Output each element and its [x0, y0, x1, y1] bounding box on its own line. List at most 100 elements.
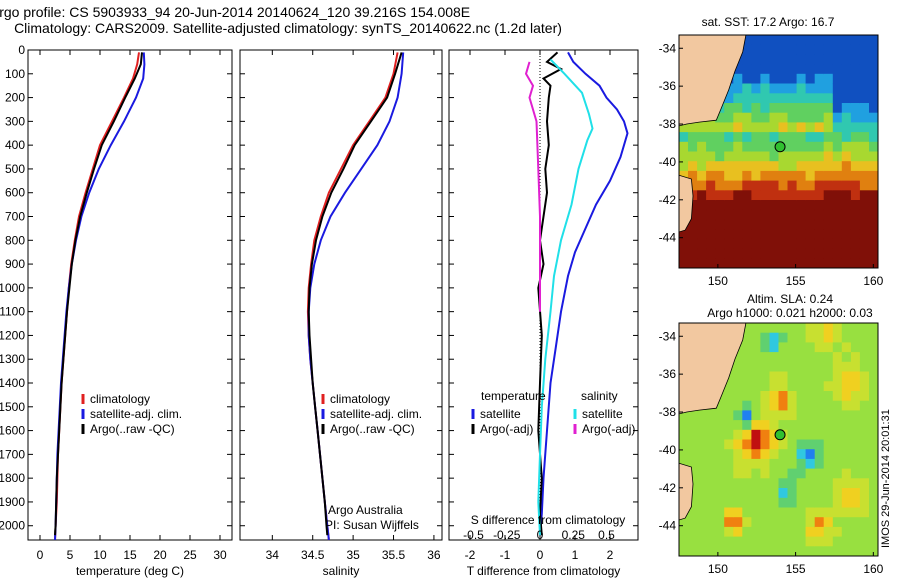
map-cell [688, 219, 698, 230]
y-tick-label: 700 [5, 210, 25, 224]
map-cell [796, 161, 807, 172]
map-cell [751, 323, 761, 334]
map-cell [760, 332, 770, 343]
map-cell [751, 229, 761, 240]
legend-label: climatology [330, 392, 390, 406]
map-cell [814, 200, 825, 211]
map-cell [778, 200, 789, 211]
map-cell [688, 507, 698, 518]
map-cell [751, 161, 761, 172]
map-cell [841, 352, 852, 363]
map-cell [832, 83, 843, 94]
map-cell [742, 420, 752, 431]
map-cell [796, 332, 807, 343]
map-cell [805, 180, 816, 191]
map-cell [787, 248, 798, 259]
map-cell [733, 497, 743, 509]
map-cell [832, 536, 843, 547]
map-cell [760, 132, 770, 143]
map-cell [841, 83, 852, 94]
map-cell [751, 468, 761, 479]
map-cell [769, 141, 780, 153]
map-cell [805, 352, 816, 363]
map-cell [778, 449, 789, 460]
map-cell [760, 73, 770, 85]
map-cell [787, 190, 798, 201]
legend-label: satellite [582, 407, 623, 421]
map-cell [869, 332, 878, 343]
map-cell [706, 161, 716, 172]
map-cell [841, 517, 852, 528]
map-cell [832, 238, 843, 250]
map-cell [715, 229, 725, 240]
map-cell [805, 410, 816, 421]
map-cell [787, 517, 798, 528]
map-cell [841, 391, 852, 402]
map-cell [859, 468, 870, 479]
map-cell [823, 410, 834, 421]
map-x-tick-label: 155 [786, 274, 806, 288]
map-cell [832, 141, 843, 153]
map-cell [859, 122, 870, 133]
map-cell [760, 141, 770, 153]
map-cell [742, 229, 752, 240]
map-cell [769, 54, 780, 65]
map-cell [814, 219, 825, 230]
map-cell [832, 229, 843, 240]
map-cell [769, 449, 780, 460]
map-cell [796, 151, 807, 162]
map-cell [787, 449, 798, 460]
map-cell [697, 122, 707, 133]
map-cell [769, 200, 780, 211]
annotation-text: PI: Susan Wijffels [325, 518, 419, 532]
map-cell [697, 517, 707, 528]
map-cell [796, 141, 807, 153]
map-cell [715, 219, 725, 230]
map-cell [706, 488, 716, 499]
map-cell [869, 352, 878, 363]
map-cell [706, 141, 716, 153]
map-cell [823, 112, 834, 123]
map-cell [769, 323, 780, 334]
map-cell [724, 420, 734, 431]
map-cell [706, 122, 716, 133]
map-cell [841, 332, 852, 343]
map-cell [751, 219, 761, 230]
map-x-tick-label: 155 [786, 562, 806, 576]
map-cell [787, 439, 798, 450]
map-cell [869, 209, 878, 221]
map-y-tick-label: -40 [659, 155, 677, 169]
map-cell [814, 323, 825, 334]
map-cell [869, 161, 878, 172]
map-cell [787, 103, 798, 114]
map-cell [724, 180, 734, 191]
map-cell [769, 526, 780, 538]
map-cell [787, 44, 798, 55]
map-cell [742, 112, 752, 123]
map-cell [832, 400, 843, 411]
map-cell [823, 73, 834, 85]
map-cell [742, 200, 752, 211]
map-cell [869, 93, 878, 104]
map-cell [760, 526, 770, 538]
map-cell [859, 229, 870, 240]
map-cell [778, 83, 789, 94]
map-cell [769, 420, 780, 431]
map-cell [733, 83, 743, 94]
map-cell [787, 400, 798, 411]
sst-map-title: sat. SST: 17.2 Argo: 16.7 [702, 15, 835, 29]
y-tick-label: 300 [5, 114, 25, 128]
map-cell [760, 381, 770, 392]
map-cell [733, 439, 743, 450]
map-cell [787, 361, 798, 373]
map-cell [796, 517, 807, 528]
map-cell [742, 410, 752, 421]
map-cell [679, 258, 689, 268]
map-cell [697, 209, 707, 221]
map-cell [796, 546, 807, 556]
map-cell [751, 439, 761, 450]
map-cell [869, 200, 878, 211]
map-cell [697, 180, 707, 191]
map-cell [697, 449, 707, 460]
x-tick-label: -2 [465, 548, 476, 562]
